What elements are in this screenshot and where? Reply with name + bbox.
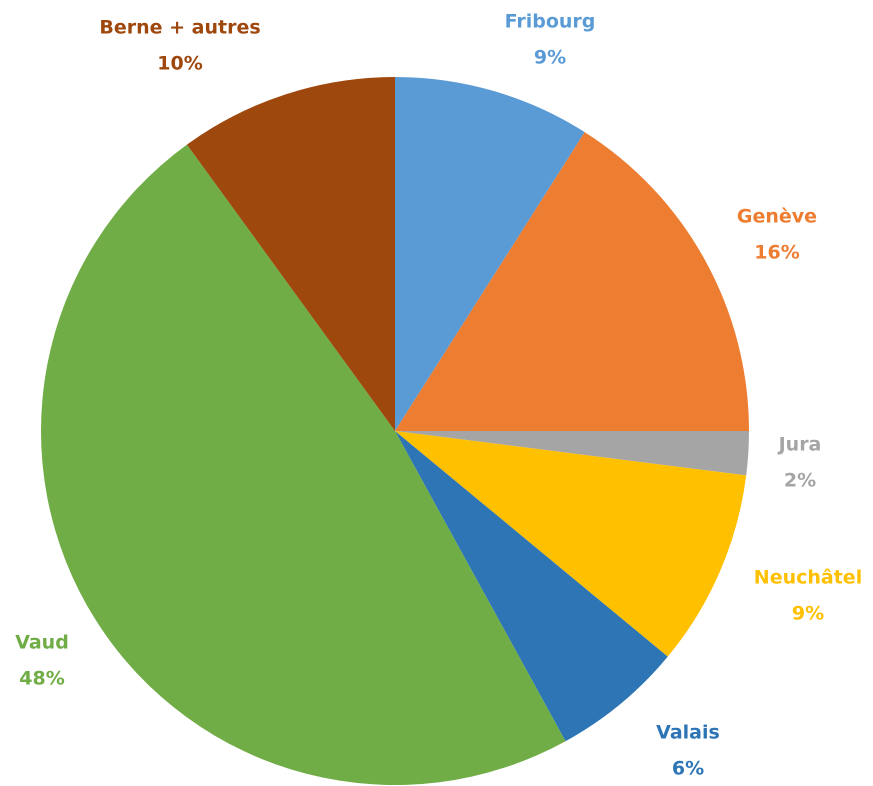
slice-label: Neuchâtel [754,567,862,589]
pie-slice [40,144,566,786]
slice-value-label: 2% [784,470,816,492]
pie-slice [395,431,668,742]
slice-value-label: 48% [19,668,64,690]
pie-slice [395,431,749,476]
pie-slice [186,77,395,431]
slice-label: Genève [737,206,817,228]
slice-label: Berne + autres [99,17,260,39]
pie-slice [395,132,749,431]
slice-value-label: 16% [754,242,799,264]
slice-value-label: 10% [157,53,202,75]
slice-label: Fribourg [505,11,596,33]
slice-label: Valais [656,722,720,744]
pie-slice [395,431,747,657]
slice-value-label: 9% [534,47,566,69]
slice-label: Jura [777,434,822,456]
pie-slice [395,77,585,431]
slice-value-label: 6% [672,758,704,780]
slice-value-label: 9% [792,603,824,625]
slice-label: Vaud [15,632,69,654]
